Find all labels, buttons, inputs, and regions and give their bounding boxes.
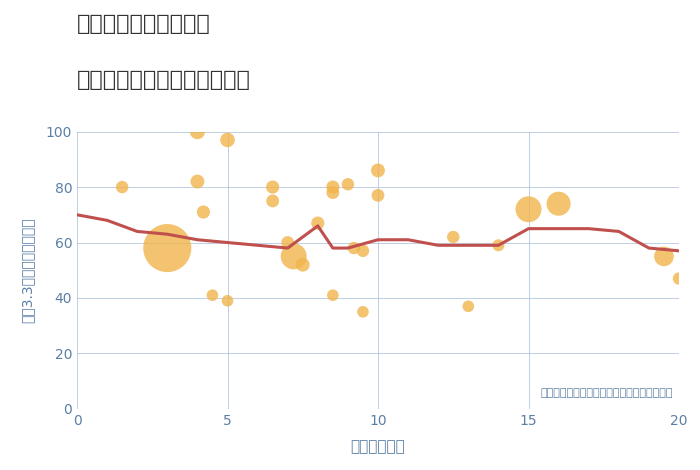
Point — [553, 200, 564, 207]
Point — [493, 242, 504, 249]
Point — [282, 239, 293, 246]
Point — [328, 291, 339, 299]
X-axis label: 駅距離（分）: 駅距離（分） — [351, 439, 405, 454]
Point — [372, 167, 384, 174]
Point — [288, 253, 300, 260]
Point — [267, 183, 278, 191]
Y-axis label: 坪（3.3㎡）単価（万円）: 坪（3.3㎡）単価（万円） — [21, 218, 35, 323]
Point — [357, 308, 368, 316]
Point — [116, 183, 128, 191]
Point — [222, 297, 233, 305]
Point — [342, 180, 354, 188]
Point — [673, 275, 685, 282]
Point — [267, 197, 278, 205]
Point — [192, 128, 203, 135]
Point — [207, 291, 218, 299]
Text: 三重県松阪市久保町の: 三重県松阪市久保町の — [77, 14, 211, 34]
Point — [448, 233, 459, 241]
Point — [198, 208, 209, 216]
Point — [162, 244, 173, 252]
Point — [192, 178, 203, 185]
Point — [463, 303, 474, 310]
Point — [222, 136, 233, 144]
Point — [312, 219, 323, 227]
Point — [523, 205, 534, 213]
Text: 駅距離別中古マンション価格: 駅距離別中古マンション価格 — [77, 70, 251, 91]
Point — [297, 261, 308, 268]
Point — [357, 247, 368, 255]
Point — [658, 253, 669, 260]
Point — [328, 189, 339, 196]
Point — [328, 183, 339, 191]
Text: 円の大きさは、取引のあった物件面積を示す: 円の大きさは、取引のあった物件面積を示す — [540, 388, 673, 398]
Point — [349, 244, 360, 252]
Point — [372, 192, 384, 199]
